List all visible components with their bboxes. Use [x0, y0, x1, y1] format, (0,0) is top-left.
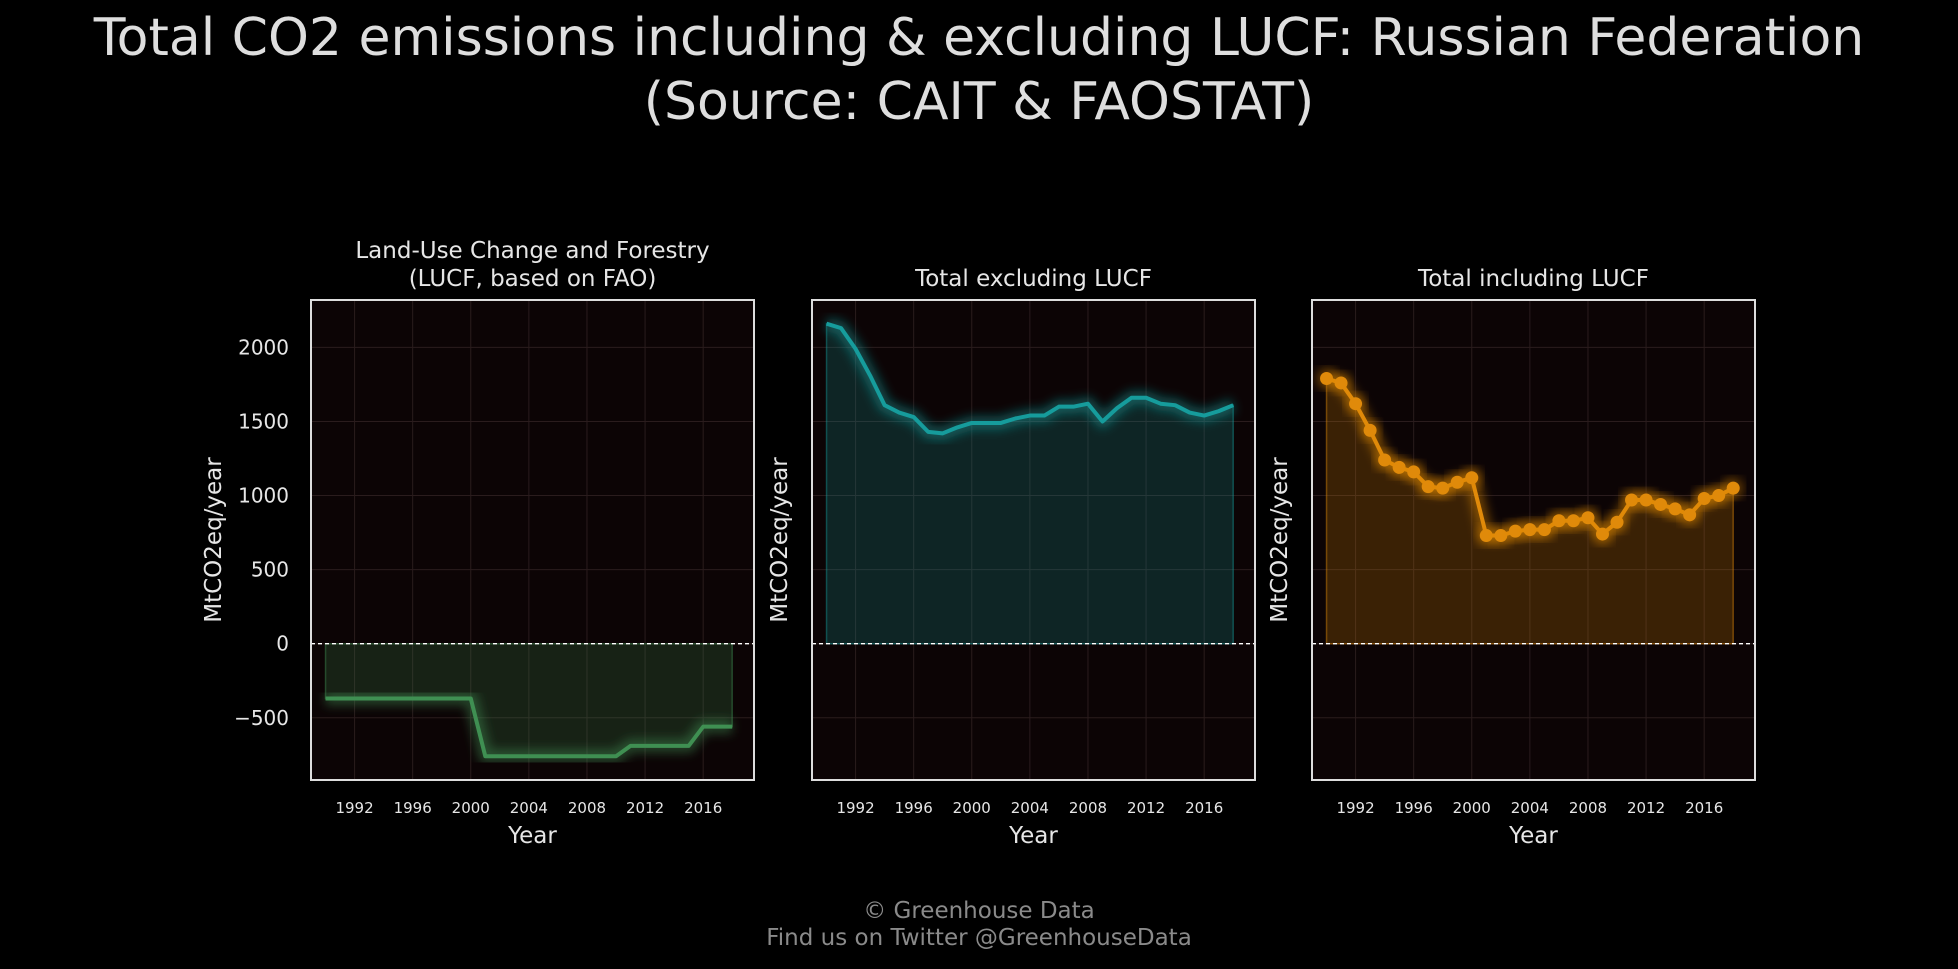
panel-title: (LUCF, based on FAO)	[409, 266, 657, 292]
data-point	[1552, 514, 1566, 528]
x-tick-label: 2008	[568, 799, 606, 817]
footer-copyright: © Greenhouse Data	[863, 898, 1095, 924]
data-point	[1610, 515, 1624, 529]
y-tick-label: 0	[276, 632, 289, 656]
plot-frame	[811, 299, 1256, 781]
x-tick-label: 2000	[1453, 799, 1491, 817]
data-point	[1697, 492, 1711, 506]
plot-background	[812, 300, 1255, 780]
x-tick-label: 2000	[953, 799, 991, 817]
y-axis-label: MtCO2eq/year	[201, 457, 227, 623]
data-point	[1465, 471, 1479, 485]
y-tick-label: 2000	[238, 335, 289, 359]
data-point	[1683, 508, 1697, 522]
x-tick-label: 1992	[836, 799, 874, 817]
chart-panel-1: 1992 1996 2000 2004 2008 2012 2016 2000 1500 1000…	[201, 238, 755, 849]
panel-title: Total including LUCF	[1417, 266, 1649, 292]
data-point	[1320, 372, 1334, 386]
data-point	[1378, 453, 1392, 467]
x-tick-label: 2016	[1185, 799, 1223, 817]
x-tick-label: 2016	[1685, 799, 1723, 817]
chart-title: Total CO2 emissions including & excludin…	[0, 6, 1958, 134]
data-point	[1334, 376, 1348, 390]
data-point	[1712, 489, 1726, 503]
footer: © Greenhouse Data Find us on Twitter @Gr…	[0, 898, 1958, 952]
x-axis-label: Year	[1508, 823, 1558, 849]
x-tick-label: 2008	[1069, 799, 1107, 817]
data-point	[1537, 523, 1551, 537]
plot-frame	[1311, 299, 1756, 781]
data-point	[1450, 475, 1464, 489]
data-point	[1392, 460, 1406, 474]
data-point	[1479, 529, 1493, 543]
data-point	[1726, 481, 1740, 495]
data-point	[1595, 527, 1609, 541]
data-point	[1407, 465, 1421, 479]
chart-title-line1: Total CO2 emissions including & excludin…	[93, 8, 1865, 68]
data-point	[1494, 529, 1508, 543]
data-point	[1363, 423, 1377, 437]
y-tick-label: −500	[234, 706, 289, 730]
y-tick-label: 1000	[238, 484, 289, 508]
chart-panel-3: 1992 1996 2000 2004 2008 2012 2016 Year MtCO2eq/…	[1267, 266, 1756, 849]
series-line	[825, 321, 1234, 436]
x-tick-label: 1996	[895, 799, 933, 817]
x-axis-label: Year	[507, 823, 557, 849]
x-tick-label: 1996	[1395, 799, 1433, 817]
x-tick-label: 2004	[1011, 799, 1049, 817]
data-point	[1421, 480, 1435, 494]
x-tick-label: 2000	[452, 799, 490, 817]
data-point	[1436, 481, 1450, 495]
y-axis-label: MtCO2eq/year	[1267, 457, 1293, 623]
x-tick-label: 1992	[335, 799, 373, 817]
data-point	[1581, 511, 1595, 525]
x-tick-label: 2012	[1127, 799, 1165, 817]
data-point	[1349, 397, 1363, 411]
data-point	[1566, 514, 1580, 528]
data-point	[1523, 523, 1537, 537]
footer-twitter: Find us on Twitter @GreenhouseData	[766, 925, 1192, 951]
data-point	[1625, 493, 1639, 507]
x-axis-label: Year	[1008, 823, 1058, 849]
panel-title: Total excluding LUCF	[914, 266, 1152, 292]
panel-title: Land-Use Change and Forestry	[355, 238, 709, 264]
x-tick-label: 2008	[1569, 799, 1607, 817]
x-tick-label: 1996	[394, 799, 432, 817]
y-axis-label: MtCO2eq/year	[767, 457, 793, 623]
x-tick-label: 1992	[1336, 799, 1374, 817]
x-tick-label: 2012	[1627, 799, 1665, 817]
chart-panel-2: 1992 1996 2000 2004 2008 2012 2016 Year MtCO2eq/…	[767, 266, 1256, 849]
data-point	[1668, 502, 1682, 516]
series-line	[325, 696, 733, 759]
chart-title-line2: (Source: CAIT & FAOSTAT)	[643, 72, 1315, 132]
data-point	[1508, 524, 1522, 538]
plot-frame	[310, 299, 755, 781]
x-tick-label: 2016	[684, 799, 722, 817]
x-tick-label: 2012	[626, 799, 664, 817]
x-tick-label: 2004	[1511, 799, 1549, 817]
data-point	[1639, 493, 1653, 507]
y-tick-label: 500	[251, 558, 289, 582]
x-tick-label: 2004	[510, 799, 548, 817]
y-tick-label: 1500	[238, 409, 289, 433]
data-point	[1654, 497, 1668, 511]
